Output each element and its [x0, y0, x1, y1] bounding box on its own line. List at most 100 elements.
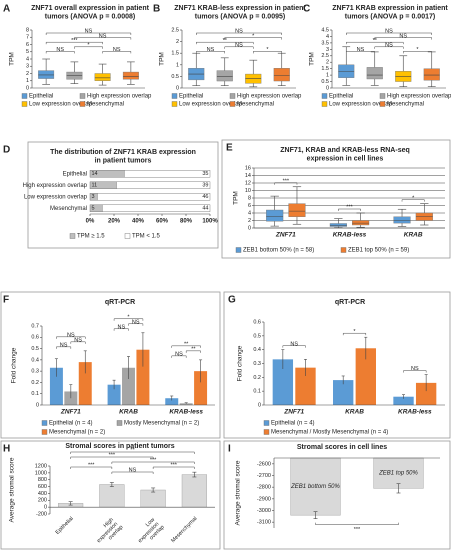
legend-swatch — [79, 101, 86, 107]
y-tick-label: -3000 — [257, 508, 271, 514]
significance-label: * — [252, 33, 255, 39]
significance-label: ** — [184, 342, 189, 348]
y-axis-label: Average stromal score — [235, 460, 242, 525]
y-tick-label: 0.5 — [321, 79, 329, 85]
category-label: High expression overlap — [92, 516, 125, 549]
y-tick-label: 0.3 — [253, 361, 261, 367]
significance-label: NS — [399, 33, 407, 39]
significance-bracket — [113, 328, 129, 331]
significance-label: *** — [346, 205, 353, 211]
y-tick-label: 1 — [326, 73, 329, 79]
significance-bracket — [346, 51, 375, 54]
bar — [140, 489, 166, 508]
significance-label: *** — [71, 38, 78, 44]
y-tick-label: 0 — [26, 85, 29, 91]
significance-bracket — [196, 51, 225, 54]
significance-label: NS — [411, 366, 419, 372]
legend-label: High expression overlap — [387, 94, 451, 100]
y-tick-label: -2900 — [257, 496, 271, 502]
y-tick-label: 4.5 — [321, 27, 329, 33]
significance-bracket — [224, 46, 254, 49]
panel-frame — [223, 440, 451, 550]
y-axis-label: Fold change — [11, 347, 18, 383]
significance-bracket — [403, 370, 427, 373]
significance-bracket — [70, 466, 113, 469]
panel-letter: I — [228, 444, 231, 455]
legend-swatch — [379, 93, 386, 99]
significance-bracket — [70, 341, 86, 344]
panel-frame — [223, 291, 451, 439]
legend-label: Mesenchymal / Mostly Mesenchymal (n = 4) — [271, 430, 388, 436]
value-label: 44 — [202, 206, 208, 212]
significance-bracket — [253, 51, 282, 54]
significance-bracket — [152, 466, 195, 469]
category-label: Epithelial — [55, 516, 75, 536]
box — [122, 71, 139, 80]
y-tick-label: 0.5 — [31, 346, 39, 352]
y-tick-label: 8 — [248, 195, 251, 201]
y-tick-label: 8 — [26, 27, 29, 33]
bar — [194, 371, 208, 405]
y-tick-label: 1.5 — [321, 66, 329, 72]
significance-label: NS — [175, 352, 183, 358]
panel-letter: G — [228, 295, 236, 306]
significance-bracket — [274, 182, 298, 185]
y-tick-label: 4 — [326, 34, 329, 40]
value-label: 35 — [202, 171, 208, 177]
y-tick-label: 6 — [248, 203, 251, 209]
significance-bracket — [346, 41, 404, 45]
y-tick-label: 2 — [26, 71, 29, 77]
x-tick-label: 100% — [202, 219, 218, 225]
panel-frame — [221, 139, 451, 259]
significance-bracket — [282, 345, 306, 348]
category-label: ZNF71 — [283, 409, 304, 416]
legend-label: Epithelial — [29, 94, 53, 100]
category-label: KRAB — [345, 409, 364, 416]
significance-bracket — [74, 37, 132, 40]
chart-title: The distribution of ZNF71 KRAB expressio… — [50, 149, 196, 156]
legend-swatch — [171, 101, 178, 107]
y-tick-label: 0.1 — [31, 391, 39, 397]
panel-frame — [27, 141, 219, 249]
significance-bracket — [128, 323, 144, 326]
significance-bracket — [111, 471, 154, 474]
x-tick-label: 20% — [108, 219, 121, 225]
y-tick-label: 2.5 — [321, 53, 329, 59]
significance-label: NS — [113, 47, 121, 53]
legend-swatch — [229, 93, 236, 99]
legend-swatch — [340, 247, 347, 253]
y-tick-label: 1 — [26, 78, 29, 84]
y-tick-label: 2 — [248, 218, 251, 224]
legend-swatch — [116, 420, 123, 426]
chart-title: ZNF71 overall expression in patient — [31, 5, 150, 12]
category-label: ZEB1 top 50% — [378, 471, 418, 477]
legend-label: TPM ≥ 1.5 — [77, 234, 105, 240]
y-tick-label: 0.5 — [253, 333, 261, 339]
y-tick-label: 0 — [36, 402, 39, 408]
y-tick-label: -2600 — [257, 461, 271, 467]
category-label: Low expression overlap — [133, 516, 166, 549]
significance-label: *** — [88, 463, 95, 469]
significance-bracket — [346, 32, 432, 35]
significance-bracket — [315, 522, 399, 525]
legend-label: TPM < 1.5 — [132, 234, 161, 240]
chart-title: qRT-PCR — [335, 299, 365, 306]
significance-bracket — [45, 51, 75, 54]
significance-label: NS — [56, 47, 64, 53]
y-tick-label: 0.1 — [253, 389, 261, 395]
y-tick-label: 0 — [176, 85, 179, 91]
legend-label: Mostly Mesenchymal (n = 2) — [124, 421, 199, 427]
legend-label: Epithelial — [329, 94, 353, 100]
y-tick-label: 0 — [44, 505, 47, 511]
legend-label: Low expression overlap — [329, 102, 393, 108]
y-axis-label: TPM — [9, 52, 16, 66]
significance-bracket — [338, 208, 361, 211]
chart-title: tumors (ANOVA p = 0.0095) — [195, 13, 285, 20]
legend-swatch — [21, 93, 28, 99]
significance-label: NS — [99, 33, 107, 39]
panel-letter: A — [3, 4, 10, 15]
legend-swatch — [124, 233, 131, 239]
panel-frame — [0, 440, 221, 550]
legend-swatch — [69, 233, 76, 239]
category-label: ZEB1 bottom 50% — [290, 484, 340, 490]
